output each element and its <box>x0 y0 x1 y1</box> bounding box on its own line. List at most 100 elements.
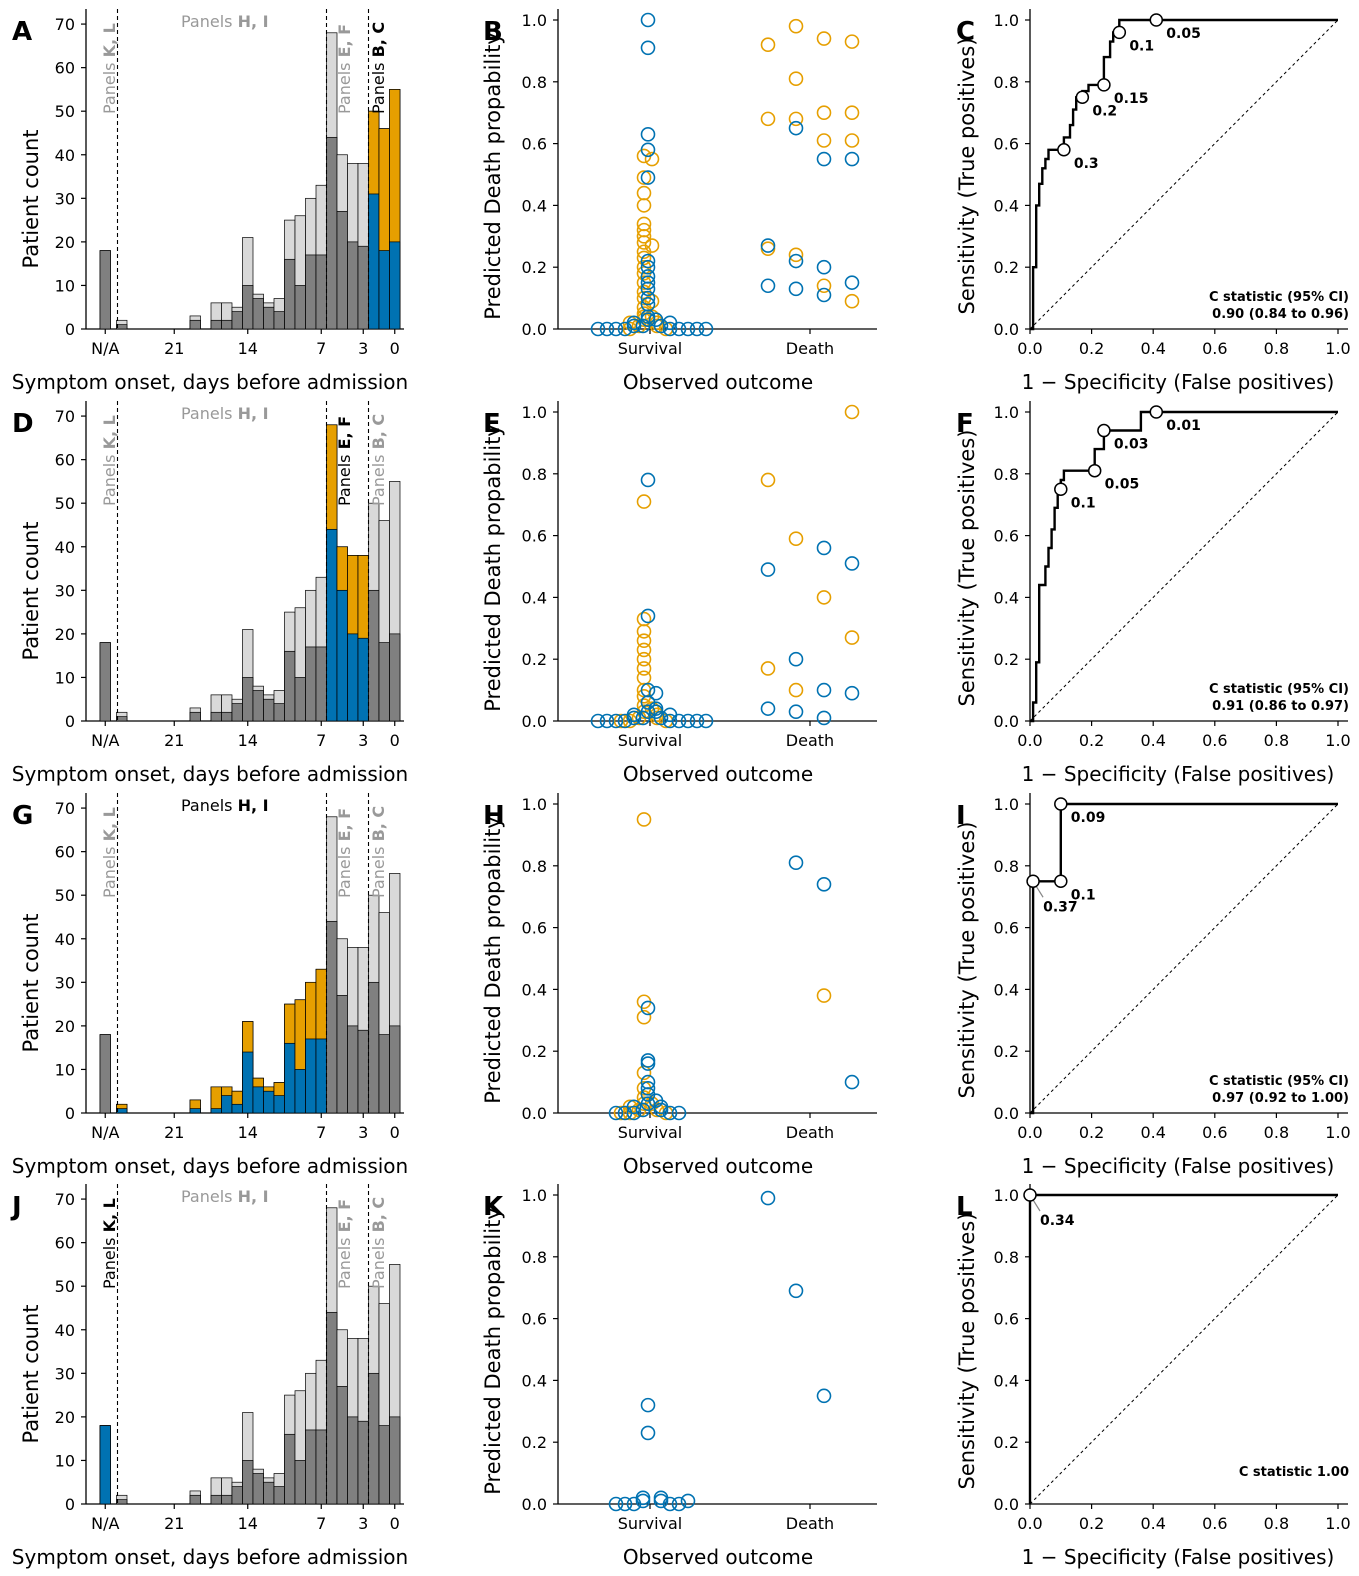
x-tick-label: 1.0 <box>1325 339 1350 358</box>
y-tick-label: 0.0 <box>994 1495 1019 1514</box>
threshold-label: 0.34 <box>1040 1213 1075 1229</box>
x-tick-label: 0 <box>390 1514 400 1533</box>
y-tick-label: 0.0 <box>522 712 547 731</box>
point-blue <box>590 321 606 337</box>
y-tick-label: 0 <box>65 1104 75 1123</box>
bar-modelled <box>357 1420 369 1505</box>
point-blue <box>689 713 705 729</box>
x-tick-label: 21 <box>164 731 184 750</box>
y-tick-label: 0 <box>65 320 75 339</box>
point-blue <box>640 472 656 488</box>
point-orange <box>788 18 804 34</box>
c-statistic-value: 0.91 (0.86 to 0.97) <box>1212 699 1349 714</box>
bar-blue <box>315 1038 327 1114</box>
bar-modelled <box>326 920 338 1114</box>
point-blue <box>671 321 687 337</box>
y-tick-label: 0.6 <box>522 919 547 938</box>
c-statistic-label: C statistic 1.00 <box>1239 1465 1349 1480</box>
y-tick-label: 50 <box>55 886 75 905</box>
bar-modelled <box>116 324 128 330</box>
range-label-bc: Panels B, C <box>369 1197 388 1289</box>
bar-modelled <box>284 1433 296 1505</box>
point-orange <box>844 105 860 120</box>
bar-modelled <box>326 136 338 330</box>
panel-letter: B <box>483 17 503 47</box>
range-label-kl: Panels K, L <box>100 807 119 898</box>
point-blue <box>617 713 633 729</box>
bar-modelled <box>378 642 390 722</box>
x-tick-label: 3 <box>358 339 368 358</box>
point-orange <box>816 31 832 46</box>
y-tick-label: 60 <box>55 451 75 470</box>
point-blue <box>640 40 656 56</box>
y-axis-label: Sensitivity (True positives) <box>955 822 979 1099</box>
y-tick-label: 10 <box>55 1451 75 1470</box>
y-tick-label: 0.6 <box>994 919 1019 938</box>
c-statistic-value: 0.90 (0.84 to 0.96) <box>1212 307 1349 322</box>
x-tick-label: 0 <box>390 1123 400 1142</box>
y-tick-label: 20 <box>55 625 75 644</box>
y-tick-label: 20 <box>55 1017 75 1036</box>
scatter-panel-B: 0.0 0.2 0.4 0.6 0.8 1.0 Survival Death BPredicte… <box>481 9 877 394</box>
range-label-bc: Panels B, C <box>369 806 388 898</box>
y-tick-label: 50 <box>55 1277 75 1296</box>
x-axis-label: Symptom onset, days before admission <box>12 1545 408 1569</box>
bar-modelled <box>294 1460 306 1505</box>
point-orange <box>816 590 832 605</box>
point-blue <box>760 701 776 716</box>
panel-letter: H <box>483 801 505 831</box>
y-tick-label: 0.4 <box>994 588 1019 607</box>
y-axis-label: Predicted Death propability <box>481 32 505 319</box>
y-tick-label: 0.4 <box>522 1371 547 1390</box>
x-tick-label: 0.0 <box>1017 339 1042 358</box>
bar-modelled <box>252 298 264 330</box>
bar-blue <box>231 1103 243 1114</box>
point-blue <box>626 710 642 726</box>
x-axis-label: 1 − Specificity (False positives) <box>1022 1154 1335 1178</box>
y-tick-label: 60 <box>55 59 75 78</box>
panel-letter: F <box>956 409 974 439</box>
point-orange <box>788 247 804 263</box>
point-blue <box>626 1105 642 1121</box>
bar-modelled <box>315 1429 327 1505</box>
x-axis-label: 1 − Specificity (False positives) <box>1022 762 1335 786</box>
roc-curve <box>1030 802 1338 1115</box>
point-orange <box>788 71 804 87</box>
bar-modelled <box>99 642 111 722</box>
y-tick-label: 0.2 <box>522 258 547 277</box>
x-tick-label: 14 <box>238 339 258 358</box>
x-tick-label: 14 <box>238 731 258 750</box>
point-blue <box>680 713 696 729</box>
point-blue <box>640 1056 656 1071</box>
range-label-bc: Panels B, C <box>369 414 388 506</box>
bar-blue <box>389 241 401 330</box>
threshold-label: 0.01 <box>1166 418 1201 434</box>
y-tick-label: 30 <box>55 581 75 600</box>
point-blue <box>640 127 656 142</box>
bar-modelled <box>305 1429 317 1505</box>
y-tick-label: 70 <box>55 407 75 426</box>
y-axis-label: Patient count <box>19 913 43 1052</box>
panel-letter: D <box>12 409 34 439</box>
x-tick-label: Survival <box>618 339 683 358</box>
bar-modelled <box>357 245 369 330</box>
y-tick-label: 0.8 <box>522 857 547 876</box>
point-blue <box>640 1000 656 1016</box>
x-tick-label: 0 <box>390 339 400 358</box>
x-tick-label: 0.8 <box>1264 1123 1289 1142</box>
point-orange <box>644 151 660 167</box>
x-tick-label: 14 <box>238 1123 258 1142</box>
panel-letter: K <box>483 1192 504 1222</box>
x-axis-label: Symptom onset, days before admission <box>12 1154 408 1178</box>
x-tick-label: 0.8 <box>1264 731 1289 750</box>
x-tick-label: 0.8 <box>1264 1514 1289 1533</box>
point-blue <box>816 540 832 556</box>
point-blue <box>671 713 687 729</box>
y-tick-label: 1.0 <box>994 11 1019 30</box>
y-axis-label: Patient count <box>19 129 43 268</box>
x-tick-label: 0.8 <box>1264 339 1289 358</box>
x-tick-label: Survival <box>618 1514 683 1533</box>
y-tick-label: 0.8 <box>994 73 1019 92</box>
threshold-marker <box>1112 25 1127 40</box>
bar-modelled <box>336 211 348 330</box>
